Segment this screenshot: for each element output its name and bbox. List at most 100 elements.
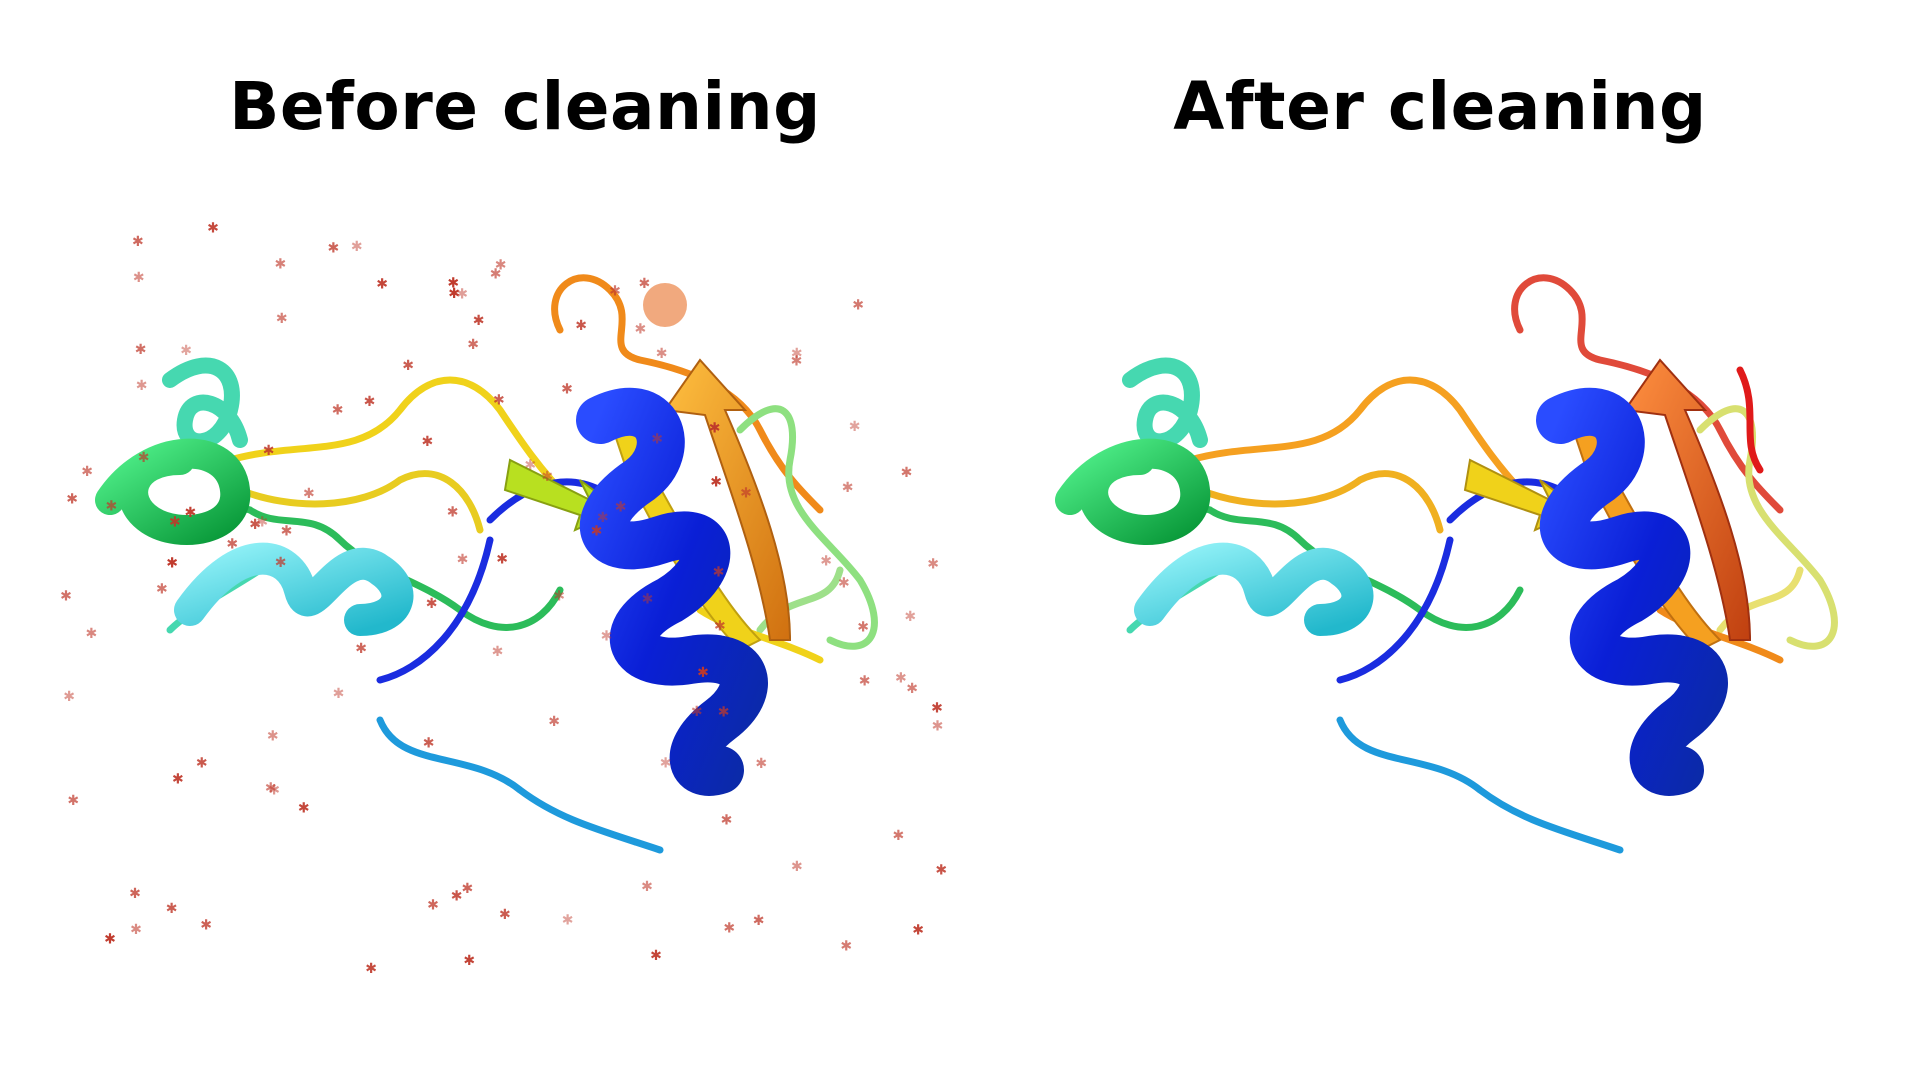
water-molecule: ✱: [575, 318, 587, 334]
protein-after-panel: [960, 210, 1920, 1030]
water-molecule: ✱: [935, 863, 947, 879]
water-molecule: ✱: [857, 619, 869, 635]
water-molecule: ✱: [656, 346, 668, 362]
protein-after-structure: [960, 210, 1920, 1030]
water-molecule: ✱: [639, 276, 651, 292]
green-helix: [1070, 454, 1195, 530]
water-molecule: ✱: [753, 913, 765, 929]
water-molecule: ✱: [660, 756, 672, 772]
water-molecule: ✱: [697, 665, 709, 681]
water-molecule: ✱: [426, 596, 438, 612]
water-molecule: ✱: [185, 505, 197, 521]
water-molecule: ✱: [281, 524, 293, 540]
water-molecule: ✱: [376, 277, 388, 293]
water-molecule: ✱: [275, 555, 287, 571]
water-molecule: ✱: [755, 756, 767, 772]
water-molecule: ✱: [447, 505, 459, 521]
water-molecule: ✱: [721, 813, 733, 829]
water-molecule: ✱: [263, 443, 275, 459]
water-molecule: ✱: [852, 298, 864, 314]
water-molecule: ✱: [859, 673, 871, 689]
water-molecule: ✱: [548, 714, 560, 730]
water-molecule: ✱: [133, 270, 145, 286]
water-molecule: ✱: [81, 464, 93, 480]
water-molecule: ✱: [402, 358, 414, 374]
water-molecule: ✱: [332, 402, 344, 418]
water-molecule: ✱: [166, 901, 178, 917]
water-molecule: ✱: [561, 382, 573, 398]
water-molecule: ✱: [365, 961, 377, 977]
water-molecule: ✱: [691, 704, 703, 720]
water-molecule: ✱: [931, 701, 943, 717]
water-molecule: ✱: [156, 581, 168, 597]
water-molecule: ✱: [553, 588, 565, 604]
water-molecule: ✱: [499, 907, 511, 923]
water-molecule: ✱: [650, 948, 662, 964]
before-cleaning-title: Before cleaning: [95, 68, 955, 145]
water-molecule: ✱: [364, 394, 376, 410]
water-molecule: ✱: [166, 556, 178, 572]
water-molecule: ✱: [138, 450, 150, 466]
water-molecule: ✱: [651, 431, 663, 447]
water-molecule: ✱: [601, 629, 613, 645]
water-molecule: ✱: [635, 321, 647, 337]
water-molecule: ✱: [904, 609, 916, 625]
water-molecule: ✱: [901, 465, 913, 481]
water-molecule: ✱: [427, 898, 439, 914]
water-molecule: ✱: [457, 552, 469, 568]
water-molecule: ✱: [791, 354, 803, 370]
water-molecule: ✱: [906, 681, 918, 697]
water-molecule: ✱: [641, 879, 653, 895]
cyan-helix: [1150, 559, 1357, 620]
water-molecule: ✱: [207, 220, 219, 236]
water-molecule: ✱: [709, 421, 721, 437]
water-molecule: ✱: [172, 772, 184, 788]
teal-helix: [170, 366, 240, 442]
water-molecule: ✱: [129, 886, 141, 902]
water-molecule: ✱: [895, 671, 907, 687]
water-molecule: ✱: [718, 705, 730, 721]
water-molecule: ✱: [927, 557, 939, 573]
water-molecule: ✱: [333, 686, 345, 702]
water-molecule: ✱: [447, 275, 459, 291]
water-molecule: ✱: [135, 342, 147, 358]
water-molecule: ✱: [423, 736, 435, 752]
water-molecule: ✱: [473, 313, 485, 329]
water-molecule: ✱: [256, 514, 268, 530]
water-molecule: ✱: [714, 619, 726, 635]
protein-before-structure: ✱ ✱ ✱ ✱ ✱ ✱ ✱ ✱ ✱ ✱ ✱ ✱ ✱ ✱ ✱ ✱ ✱ ✱ ✱ ✱ ✱ ✱ ✱ ✱ ✱ ✱ ✱ ✱ ✱ ✱ ✱ ✱ ✱ ✱ ✱ ✱ ✱ ✱ ✱ ✱…: [0, 210, 960, 1030]
water-molecule: ✱: [541, 469, 553, 485]
water-molecule: ✱: [463, 953, 475, 969]
water-molecule: ✱: [169, 515, 181, 531]
water-molecule: ✱: [351, 239, 363, 255]
water-molecule: ✱: [710, 475, 722, 491]
water-molecule: ✱: [275, 257, 287, 273]
water-molecule: ✱: [355, 641, 367, 657]
water-molecule: ✱: [912, 922, 924, 938]
water-molecule: ✱: [493, 393, 505, 409]
water-molecule: ✱: [842, 480, 854, 496]
water-molecule: ✱: [462, 881, 474, 897]
water-molecule: ✱: [106, 499, 118, 515]
protein-before-panel: ✱ ✱ ✱ ✱ ✱ ✱ ✱ ✱ ✱ ✱ ✱ ✱ ✱ ✱ ✱ ✱ ✱ ✱ ✱ ✱ ✱ ✱ ✱ ✱ ✱ ✱ ✱ ✱ ✱ ✱ ✱ ✱ ✱ ✱ ✱ ✱ ✱ ✱ ✱ ✱…: [0, 210, 960, 1030]
water-molecule: ✱: [713, 565, 725, 581]
water-molecule: ✱: [132, 234, 144, 250]
water-molecule: ✱: [226, 537, 238, 553]
water-molecule: ✱: [180, 343, 192, 359]
water-molecule: ✱: [609, 284, 621, 300]
water-molecule: ✱: [200, 917, 212, 933]
water-molecule: ✱: [328, 240, 340, 256]
water-molecule: ✱: [740, 485, 752, 501]
water-molecule: ✱: [893, 828, 905, 844]
water-molecule: ✱: [562, 912, 574, 928]
water-molecule: ✱: [492, 644, 504, 660]
water-molecule: ✱: [496, 552, 508, 568]
water-molecule: ✱: [467, 337, 479, 353]
water-molecule: ✱: [820, 553, 832, 569]
water-molecule: ✱: [267, 729, 279, 745]
water-molecule: ✱: [265, 780, 277, 796]
water-molecule: ✱: [642, 591, 654, 607]
water-molecule: ✱: [298, 801, 310, 817]
water-molecule: ✱: [723, 921, 735, 937]
after-cleaning-title: After cleaning: [1010, 68, 1870, 145]
